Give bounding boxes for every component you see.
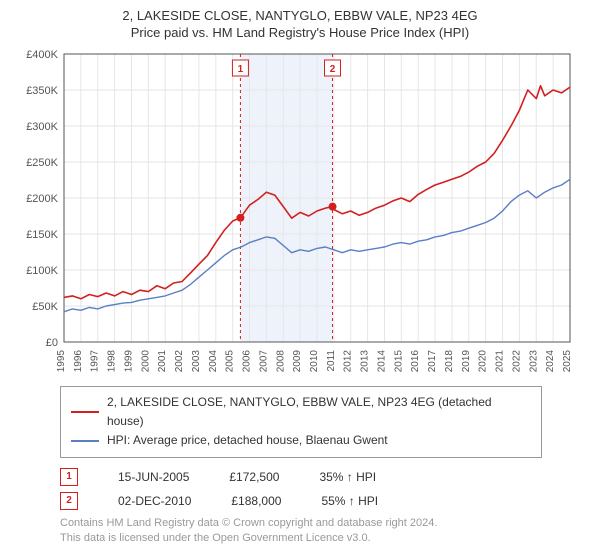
legend: 2, LAKESIDE CLOSE, NANTYGLO, EBBW VALE, … — [60, 386, 542, 458]
sale-row: 2 02-DEC-2010 £188,000 55% ↑ HPI — [60, 492, 580, 510]
svg-text:1997: 1997 — [90, 350, 101, 373]
chart-area: £0 £50K £100K £150K £200K £250K £300K £350K £400… — [20, 48, 580, 378]
footer: Contains HM Land Registry data © Crown c… — [60, 516, 580, 547]
sale-delta: 35% ↑ HPI — [319, 470, 376, 484]
svg-text:2015: 2015 — [393, 350, 404, 373]
legend-row: HPI: Average price, detached house, Blae… — [71, 431, 531, 450]
svg-text:£200K: £200K — [26, 193, 58, 205]
svg-text:2009: 2009 — [292, 350, 303, 373]
svg-text:£0: £0 — [46, 337, 58, 349]
svg-text:£50K: £50K — [32, 301, 58, 313]
sale-row: 1 15-JUN-2005 £172,500 35% ↑ HPI — [60, 468, 580, 486]
svg-text:2022: 2022 — [511, 350, 522, 373]
svg-text:2001: 2001 — [157, 350, 168, 373]
svg-text:2013: 2013 — [360, 350, 371, 373]
svg-text:2005: 2005 — [225, 350, 236, 373]
svg-text:2018: 2018 — [444, 350, 455, 373]
svg-text:2011: 2011 — [326, 350, 337, 372]
svg-text:2017: 2017 — [427, 350, 438, 373]
svg-text:2023: 2023 — [528, 350, 539, 373]
svg-text:2025: 2025 — [562, 350, 573, 373]
svg-text:2004: 2004 — [208, 350, 219, 373]
legend-row: 2, LAKESIDE CLOSE, NANTYGLO, EBBW VALE, … — [71, 393, 531, 431]
sale-date: 02-DEC-2010 — [118, 494, 191, 508]
svg-text:2012: 2012 — [343, 350, 354, 373]
svg-text:£350K: £350K — [26, 85, 58, 97]
sale-price: £188,000 — [231, 494, 281, 508]
svg-text:£150K: £150K — [26, 229, 58, 241]
sale-marker-2: 2 — [60, 492, 78, 510]
price-chart: £0 £50K £100K £150K £200K £250K £300K £350K £400… — [20, 48, 580, 378]
svg-text:2016: 2016 — [410, 350, 421, 373]
footer-line: Contains HM Land Registry data © Crown c… — [60, 516, 580, 531]
svg-text:2000: 2000 — [140, 350, 151, 373]
svg-text:2021: 2021 — [495, 350, 506, 373]
footer-line: This data is licensed under the Open Gov… — [60, 531, 580, 546]
sale-date: 15-JUN-2005 — [118, 470, 189, 484]
svg-text:£300K: £300K — [26, 121, 58, 133]
svg-text:£400K: £400K — [26, 49, 58, 61]
sale-price: £172,500 — [229, 470, 279, 484]
svg-text:1996: 1996 — [73, 350, 84, 373]
legend-swatch-hpi — [71, 440, 99, 442]
svg-text:£100K: £100K — [26, 265, 58, 277]
svg-text:2014: 2014 — [376, 350, 387, 373]
svg-text:1: 1 — [238, 64, 244, 75]
svg-text:2008: 2008 — [275, 350, 286, 373]
svg-text:£250K: £250K — [26, 157, 58, 169]
svg-text:2003: 2003 — [191, 350, 202, 373]
legend-swatch-property — [71, 411, 99, 413]
sales-table: 1 15-JUN-2005 £172,500 35% ↑ HPI 2 02-DE… — [60, 468, 580, 510]
svg-text:2007: 2007 — [258, 350, 269, 373]
sale-delta: 55% ↑ HPI — [321, 494, 378, 508]
svg-text:2019: 2019 — [461, 350, 472, 373]
legend-label: 2, LAKESIDE CLOSE, NANTYGLO, EBBW VALE, … — [107, 393, 531, 431]
legend-label: HPI: Average price, detached house, Blae… — [107, 431, 388, 450]
svg-text:1998: 1998 — [107, 350, 118, 373]
chart-title: 2, LAKESIDE CLOSE, NANTYGLO, EBBW VALE, … — [20, 8, 580, 23]
svg-text:2002: 2002 — [174, 350, 185, 373]
svg-text:1995: 1995 — [56, 350, 67, 373]
svg-text:2020: 2020 — [478, 350, 489, 373]
svg-text:2010: 2010 — [309, 350, 320, 373]
chart-subtitle: Price paid vs. HM Land Registry's House … — [20, 25, 580, 40]
sale-marker-1: 1 — [60, 468, 78, 486]
svg-text:2006: 2006 — [242, 350, 253, 373]
svg-text:2024: 2024 — [545, 350, 556, 373]
svg-text:2: 2 — [330, 64, 336, 75]
svg-text:1999: 1999 — [123, 350, 134, 373]
